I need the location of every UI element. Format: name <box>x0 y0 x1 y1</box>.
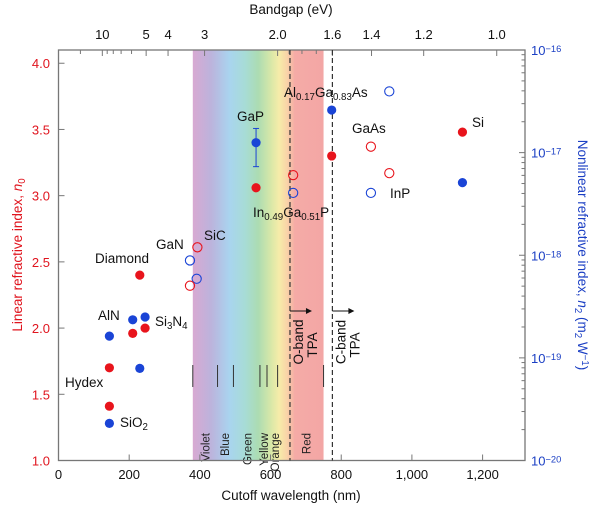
arrow-right-icon <box>305 308 312 314</box>
top-tick-label: 4 <box>164 27 171 42</box>
material-label-gap: GaP <box>237 109 264 124</box>
linear-point-sic <box>184 280 196 291</box>
nonlinear-point-si3n4 <box>140 312 150 322</box>
x-tick-label: 1,200 <box>466 467 499 482</box>
nonlinear-point-aln <box>128 315 138 325</box>
nonlinear-point-sic <box>191 273 202 284</box>
tpa-label: O-band <box>291 319 306 364</box>
y-right-tick-label: 10−19 <box>531 351 561 366</box>
x-tick-label: 1,000 <box>396 467 429 482</box>
linear-point-diamond <box>135 270 145 280</box>
nonlinear-point-al0.17ga0.83as <box>327 105 337 115</box>
material-label-gan: GaN <box>156 237 184 252</box>
y-right-tick-label: 10−16 <box>531 43 561 58</box>
x-axis-title: Cutoff wavelength (nm) <box>221 488 360 503</box>
nonlinear-point-diamond <box>135 363 145 373</box>
linear-point-gap <box>251 183 261 193</box>
nonlinear-point-inp <box>384 86 395 97</box>
x-tick-label: 0 <box>55 467 62 482</box>
x-tick-label: 800 <box>330 467 352 482</box>
y-right-tick-label: 10−18 <box>531 248 561 263</box>
y-left-tick-label: 3.0 <box>32 189 50 204</box>
top-tick-label: 1.2 <box>415 27 433 42</box>
tpa-label: TPA <box>305 332 320 357</box>
visible-spectrum-band: Violet Blue Green Yellow Orange Red <box>192 50 325 471</box>
top-tick-label: 2.0 <box>269 27 287 42</box>
spectrum-label-blue: Blue <box>220 433 232 456</box>
top-tick-label: 1.4 <box>362 27 380 42</box>
material-label-diamond: Diamond <box>95 251 149 266</box>
axes: 0 200 400 600 800 1,000 1,200 10 5 4 3 2.0 1.6 1.4 1.2… <box>10 27 590 482</box>
nonlinear-point-gaas <box>365 187 377 199</box>
material-label-gaas: GaAs <box>352 121 386 136</box>
spectrum-gradient <box>192 50 324 461</box>
y-right-tick-label: 10−20 <box>531 454 561 469</box>
linear-point-si <box>457 127 468 137</box>
y-left-tick-label: 2.0 <box>32 321 50 336</box>
top-axis-title: Bandgap (eV) <box>249 2 332 17</box>
material-label-inp: InP <box>390 186 410 201</box>
y-left-tick-label: 4.0 <box>32 56 50 71</box>
arrow-right-icon <box>348 308 355 314</box>
material-label-sic: SiC <box>204 228 226 243</box>
spectrum-label-red: Red <box>302 433 314 454</box>
linear-point-sio2 <box>104 401 114 411</box>
data-marks: O-band TPA C-band TPA <box>104 50 468 461</box>
top-tick-label: 10 <box>95 27 109 42</box>
top-tick-label: 5 <box>143 27 150 42</box>
y-left-tick-label: 1.0 <box>32 454 50 469</box>
material-labels: Diamond GaN SiC AlN Si3N4 Hydex SiO2 GaP In0.49G… <box>65 85 484 433</box>
y-left-axis-title: Linear refractive index, n0 <box>10 178 28 332</box>
nonlinear-point-in0.49ga0.51p <box>288 187 299 199</box>
nonlinear-point-si <box>457 178 468 188</box>
material-label-aln: AlN <box>98 308 120 323</box>
material-label-algaas: Al0.17Ga0.83As <box>284 85 368 103</box>
tpa-label: C-band <box>333 320 348 364</box>
linear-point-inp <box>384 167 395 179</box>
spectrum-label-green: Green <box>243 433 255 465</box>
top-tick-label: 1.6 <box>323 27 341 42</box>
top-tick-label: 3 <box>201 27 208 42</box>
material-label-si: Si <box>472 115 484 130</box>
linear-point-gan <box>192 242 203 253</box>
x-tick-label: 600 <box>260 467 282 482</box>
linear-point-aln <box>128 328 138 338</box>
spectrum-label-violet: Violet <box>201 432 213 461</box>
linear-point-in0.49ga0.51p <box>288 169 299 181</box>
linear-point-hydex <box>104 363 114 373</box>
material-label-sio2: SiO2 <box>120 415 148 433</box>
y-left-tick-label: 1.5 <box>32 387 50 402</box>
nonlinear-point-gan <box>184 255 196 266</box>
top-tick-label: 1.0 <box>488 27 506 42</box>
y-right-axis-title: Nonlinear refractive index, n2 (m2 W−1) <box>572 140 590 371</box>
nonlinear-point-gap <box>251 138 261 148</box>
material-label-ingap: In0.49Ga0.51P <box>253 205 329 223</box>
spectrum-label-yellow: Yellow <box>259 432 271 466</box>
material-label-si3n4: Si3N4 <box>155 314 188 332</box>
x-tick-label: 400 <box>189 467 211 482</box>
nonlinear-point-hydex <box>104 331 114 341</box>
nonlinear-point-sio2 <box>104 418 114 428</box>
x-tick-label: 200 <box>118 467 140 482</box>
material-label-hydex: Hydex <box>65 375 104 390</box>
tpa-label: TPA <box>347 332 362 357</box>
linear-point-al0.17ga0.83as <box>327 151 337 161</box>
linear-point-gaas <box>365 141 377 152</box>
y-left-tick-label: 3.5 <box>32 122 50 137</box>
y-left-tick-label: 2.5 <box>32 255 50 270</box>
y-right-tick-label: 10−17 <box>531 146 561 161</box>
linear-point-si3n4 <box>140 323 150 333</box>
spectrum-label-orange: Orange <box>270 433 282 471</box>
